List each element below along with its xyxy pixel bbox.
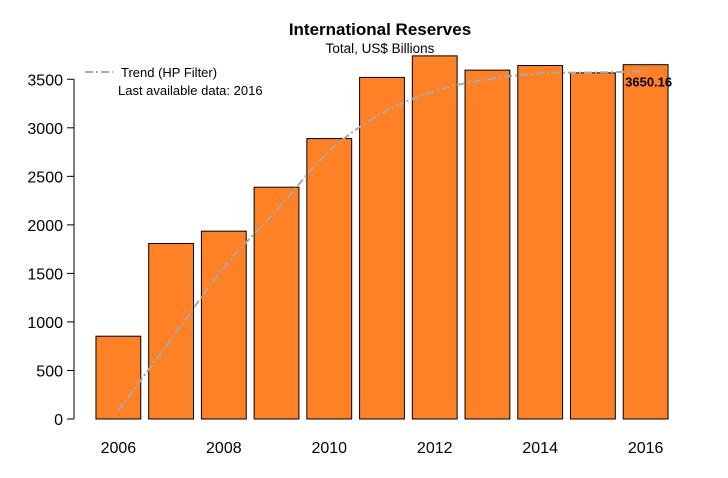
bar [200, 230, 247, 420]
y-tick-label: 1000 [27, 315, 63, 332]
y-tick-label: 2000 [27, 218, 63, 235]
chart-title: International Reserves [289, 20, 471, 39]
bar [359, 76, 405, 420]
y-tick-label: 2500 [27, 169, 63, 186]
last-data-note: Last available data: 2016 [118, 83, 263, 98]
x-axis: 2006 2008 2010 2012 2014 2016 [101, 440, 664, 457]
y-tick-label: 3000 [27, 121, 63, 138]
legend-trend-label: Trend (HP Filter) [121, 65, 217, 80]
y-tick-label: 3500 [27, 72, 63, 89]
bar [253, 186, 300, 420]
bar [622, 64, 669, 420]
trend-path [117, 70, 646, 411]
trend-line [117, 70, 646, 411]
x-tick-label: 2012 [417, 440, 453, 457]
x-tick-label: 2010 [311, 440, 347, 457]
x-tick-label: 2014 [522, 440, 558, 457]
bar [148, 243, 195, 420]
bars [95, 55, 669, 420]
bar [570, 72, 616, 420]
x-tick-label: 2006 [101, 440, 137, 457]
x-tick-label: 2016 [628, 440, 664, 457]
y-axis: 0 500 1000 1500 2000 2500 3000 3500 [27, 72, 75, 429]
last-value-label: 3650.16 [625, 75, 672, 90]
bar [411, 55, 458, 420]
y-tick-label: 0 [54, 412, 63, 429]
chart-subtitle: Total, US$ Billions [326, 41, 435, 56]
bar [95, 335, 142, 420]
legend: Trend (HP Filter) Last available data: 2… [85, 65, 263, 98]
bar [517, 64, 564, 420]
y-tick-label: 500 [36, 363, 63, 380]
bar [306, 138, 353, 420]
x-tick-label: 2008 [206, 440, 242, 457]
y-tick-label: 1500 [27, 266, 63, 283]
bar [464, 69, 511, 420]
